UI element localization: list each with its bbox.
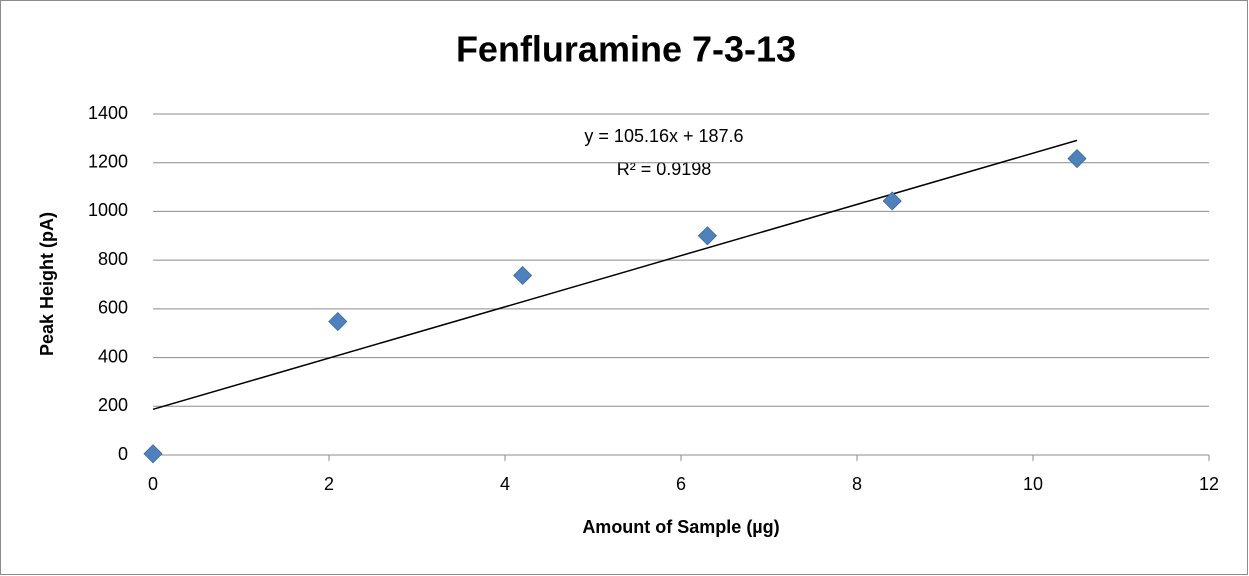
x-tick-label: 6 bbox=[676, 474, 686, 494]
y-tick-label: 1200 bbox=[88, 151, 128, 171]
x-tick-label: 0 bbox=[148, 474, 158, 494]
x-tick-label: 2 bbox=[324, 474, 334, 494]
x-tick-label: 4 bbox=[500, 474, 510, 494]
trendline-r-squared: R² = 0.9198 bbox=[617, 159, 712, 179]
y-tick-label: 1400 bbox=[88, 103, 128, 123]
data-point bbox=[697, 226, 717, 246]
y-tick-label: 200 bbox=[98, 395, 128, 415]
data-point bbox=[513, 265, 533, 286]
trendline bbox=[152, 139, 1078, 411]
data-point bbox=[882, 191, 902, 211]
x-tick-label: 8 bbox=[852, 474, 862, 494]
y-tick-label: 800 bbox=[98, 249, 128, 269]
x-tick-label: 12 bbox=[1199, 474, 1219, 494]
y-tick-label: 0 bbox=[118, 444, 128, 464]
y-axis-label: Peak Height (pA) bbox=[37, 212, 57, 356]
x-tick-label: 10 bbox=[1023, 474, 1043, 494]
x-axis-label: Amount of Sample (µg) bbox=[582, 517, 779, 537]
trendline-equation: y = 105.16x + 187.6 bbox=[584, 126, 743, 146]
data-point bbox=[1067, 149, 1087, 169]
y-tick-label: 400 bbox=[98, 346, 128, 366]
data-point bbox=[143, 444, 163, 464]
y-tick-label: 1000 bbox=[88, 200, 128, 220]
y-tick-label: 600 bbox=[98, 298, 128, 318]
chart-title: Fenfluramine 7-3-13 bbox=[456, 29, 796, 70]
data-point bbox=[328, 311, 348, 332]
